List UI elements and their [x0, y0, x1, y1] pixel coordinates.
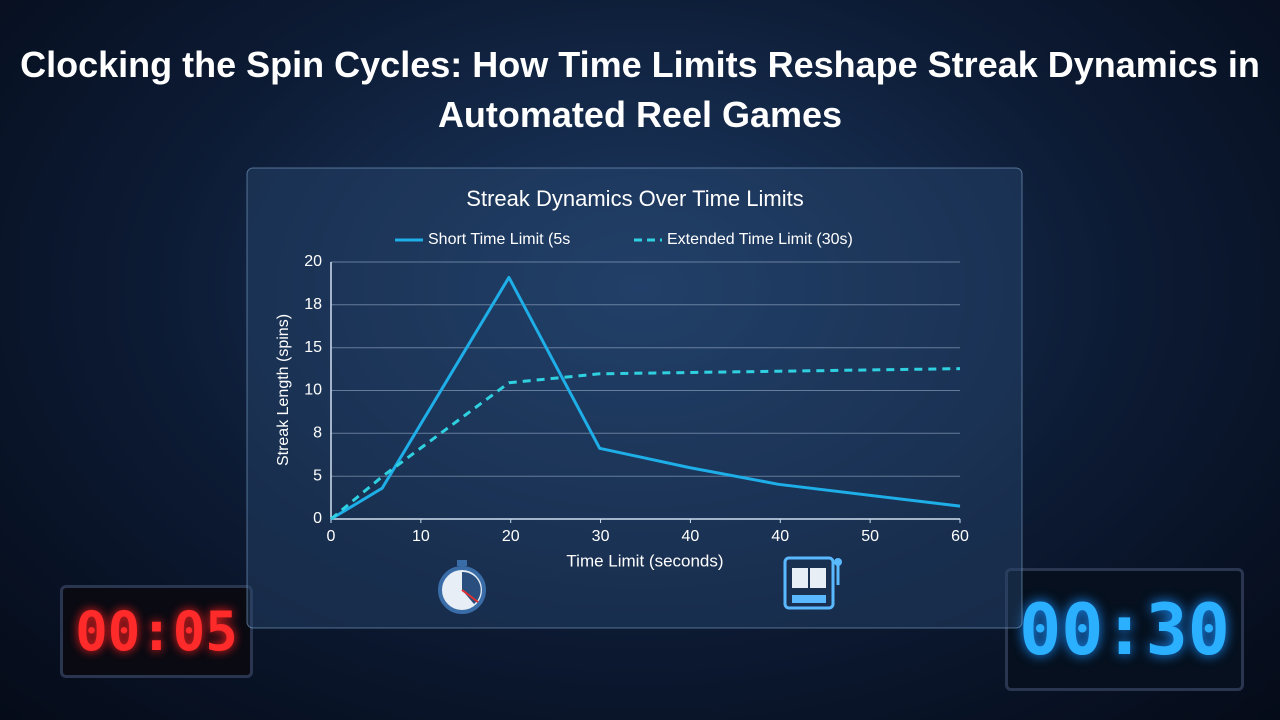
y-tick-label: 5 — [313, 467, 322, 484]
x-tick-label: 0 — [327, 528, 336, 545]
y-tick-label: 10 — [304, 382, 322, 399]
slot-machine-icon — [783, 556, 842, 610]
x-tick-label: 40 — [771, 528, 789, 545]
x-tick-label: 40 — [682, 528, 700, 545]
y-axis-label: Streak Length (spins) — [275, 314, 292, 466]
chart-title: Streak Dynamics Over Time Limits — [466, 186, 803, 211]
y-tick-label: 15 — [304, 339, 322, 356]
x-tick-label: 30 — [592, 528, 610, 545]
x-tick-label: 50 — [861, 528, 879, 545]
y-tick-label: 0 — [313, 510, 322, 527]
x-tick-label: 10 — [412, 528, 430, 545]
y-tick-label: 20 — [304, 253, 322, 270]
x-tick-label: 20 — [502, 528, 520, 545]
legend-label: Extended Time Limit (30s) — [667, 231, 853, 248]
series-line — [330, 367, 961, 521]
y-tick-label: 8 — [313, 425, 322, 442]
x-tick-label: 60 — [951, 528, 969, 545]
timer-extended: 00:30 — [1005, 568, 1244, 691]
stopwatch-icon — [438, 560, 486, 614]
chart-panel — [246, 167, 1023, 629]
x-axis-label: Time Limit (seconds) — [566, 551, 723, 570]
page-title: Clocking the Spin Cycles: How Time Limit… — [20, 44, 1260, 135]
series-line — [330, 275, 961, 521]
timer-short: 00:05 — [60, 585, 253, 678]
y-tick-label: 18 — [304, 296, 322, 313]
legend-label: Short Time Limit (5s — [428, 231, 570, 248]
